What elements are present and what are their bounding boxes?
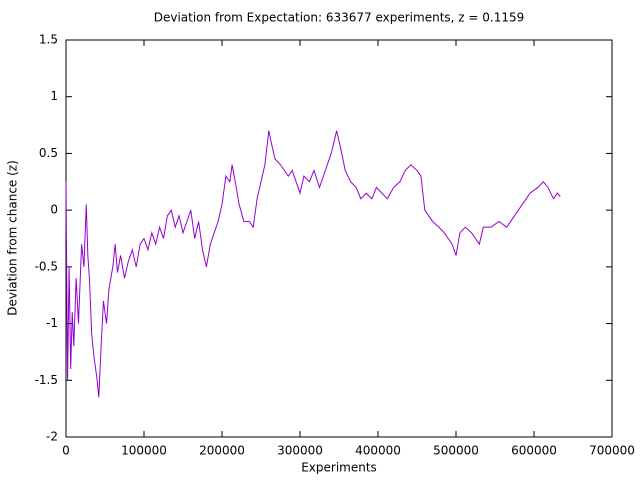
- y-axis-label: Deviation from chance (z): [6, 160, 20, 316]
- x-tick-label: 400000: [355, 444, 401, 458]
- x-tick-label: 600000: [511, 444, 557, 458]
- x-tick-label: 100000: [121, 444, 167, 458]
- y-tick-label: -1: [46, 316, 58, 330]
- y-tick-label: -1.5: [35, 373, 58, 387]
- data-line: [65, 130, 561, 398]
- x-tick-label: 700000: [589, 444, 635, 458]
- y-tick-label: 0.5: [39, 146, 58, 160]
- y-tick-label: -0.5: [35, 259, 58, 273]
- y-tick-label: 1.5: [39, 33, 58, 47]
- x-tick-label: 500000: [433, 444, 479, 458]
- y-tick-label: -2: [46, 430, 58, 444]
- x-tick-label: 300000: [277, 444, 323, 458]
- plot-border: [65, 39, 613, 438]
- x-tick-label: 200000: [199, 444, 245, 458]
- chart-title: Deviation from Expectation: 633677 exper…: [154, 11, 525, 25]
- x-tick-label: 0: [62, 444, 70, 458]
- y-tick-label: 0: [50, 203, 58, 217]
- y-tick-label: 1: [50, 89, 58, 103]
- x-axis-label: Experiments: [301, 461, 377, 475]
